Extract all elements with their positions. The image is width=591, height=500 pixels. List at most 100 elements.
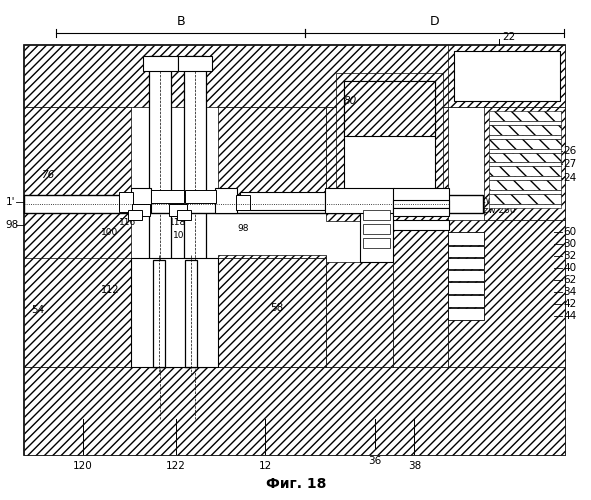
Bar bbox=[448, 220, 566, 368]
Text: 26: 26 bbox=[563, 146, 577, 156]
Bar bbox=[153, 260, 165, 368]
Bar bbox=[360, 206, 394, 262]
Bar bbox=[489, 190, 560, 194]
Text: Фиг. 18: Фиг. 18 bbox=[266, 476, 326, 490]
Text: 118: 118 bbox=[168, 218, 186, 226]
Bar bbox=[489, 176, 560, 180]
Text: 42: 42 bbox=[563, 298, 577, 308]
Bar bbox=[336, 73, 443, 206]
Bar bbox=[448, 258, 484, 269]
Text: 36: 36 bbox=[368, 456, 381, 466]
Text: 21' bzw 200': 21' bzw 200' bbox=[461, 206, 518, 214]
Bar bbox=[344, 81, 435, 136]
Bar bbox=[448, 232, 484, 245]
Text: 24: 24 bbox=[563, 174, 577, 184]
Bar bbox=[24, 368, 566, 455]
Bar bbox=[363, 238, 391, 248]
Bar bbox=[489, 124, 560, 134]
Bar bbox=[219, 258, 326, 368]
Bar bbox=[448, 294, 484, 306]
Text: 21 bzw 200: 21 bzw 200 bbox=[461, 196, 513, 205]
Text: 98: 98 bbox=[238, 224, 249, 232]
Text: 62: 62 bbox=[563, 275, 577, 285]
Bar bbox=[24, 107, 131, 368]
Bar bbox=[184, 190, 216, 203]
Bar bbox=[394, 107, 448, 368]
Bar bbox=[489, 134, 560, 138]
Bar bbox=[24, 258, 131, 368]
Bar bbox=[394, 188, 449, 213]
Text: 22: 22 bbox=[502, 32, 515, 42]
Bar bbox=[394, 208, 449, 216]
Text: 112: 112 bbox=[101, 285, 119, 295]
Bar bbox=[241, 192, 325, 210]
Text: 80: 80 bbox=[344, 96, 357, 106]
Bar bbox=[216, 188, 238, 213]
Bar bbox=[143, 56, 178, 71]
Bar bbox=[178, 56, 212, 71]
Bar bbox=[24, 45, 566, 455]
Text: 100: 100 bbox=[101, 228, 118, 236]
Text: 120: 120 bbox=[73, 461, 93, 471]
Bar bbox=[448, 45, 566, 107]
Bar bbox=[489, 120, 560, 124]
Text: 44: 44 bbox=[563, 310, 577, 320]
Bar bbox=[448, 282, 484, 294]
Bar bbox=[448, 270, 484, 281]
Bar bbox=[489, 152, 560, 162]
Bar bbox=[119, 192, 133, 212]
Text: 30: 30 bbox=[563, 239, 577, 249]
Text: 54: 54 bbox=[31, 304, 45, 314]
Bar bbox=[128, 210, 142, 220]
Bar bbox=[489, 148, 560, 152]
Text: 98: 98 bbox=[6, 220, 19, 230]
Text: 28: 28 bbox=[362, 243, 375, 253]
Text: 58: 58 bbox=[270, 302, 284, 312]
Bar bbox=[325, 188, 394, 213]
Bar bbox=[489, 204, 560, 208]
Bar bbox=[489, 138, 560, 148]
Bar bbox=[219, 258, 326, 368]
Text: D: D bbox=[430, 15, 439, 28]
Text: 76: 76 bbox=[41, 170, 55, 180]
Bar bbox=[489, 194, 560, 204]
Bar bbox=[219, 255, 326, 368]
Bar bbox=[219, 107, 326, 211]
Text: 40: 40 bbox=[563, 263, 577, 273]
Text: 27: 27 bbox=[563, 160, 577, 170]
Bar bbox=[448, 308, 484, 320]
Bar bbox=[489, 162, 560, 166]
Bar bbox=[131, 258, 219, 368]
Text: 114: 114 bbox=[200, 280, 219, 290]
Bar bbox=[489, 111, 560, 120]
Text: 38: 38 bbox=[408, 461, 421, 471]
Bar bbox=[326, 262, 394, 368]
Bar bbox=[344, 81, 435, 198]
Bar bbox=[24, 196, 483, 213]
Bar bbox=[132, 204, 150, 216]
Text: 84: 84 bbox=[153, 111, 165, 120]
Bar bbox=[454, 51, 560, 101]
Bar bbox=[489, 180, 560, 190]
Bar bbox=[24, 45, 566, 107]
Bar bbox=[326, 107, 394, 221]
Bar bbox=[184, 56, 206, 368]
Bar bbox=[149, 56, 171, 368]
Text: 102: 102 bbox=[173, 230, 190, 239]
Bar bbox=[184, 260, 197, 368]
Bar bbox=[236, 196, 250, 210]
Text: B: B bbox=[176, 15, 185, 28]
Bar bbox=[489, 166, 560, 176]
Text: 122: 122 bbox=[165, 461, 186, 471]
Bar bbox=[394, 220, 449, 230]
Text: 12: 12 bbox=[258, 461, 272, 471]
Bar bbox=[168, 204, 187, 216]
Bar bbox=[394, 200, 449, 208]
Text: 116: 116 bbox=[119, 218, 137, 226]
Bar bbox=[448, 246, 484, 257]
Text: 110: 110 bbox=[175, 302, 193, 312]
Bar bbox=[131, 188, 151, 213]
Text: 108: 108 bbox=[141, 302, 159, 312]
Bar bbox=[363, 210, 391, 220]
Text: 34: 34 bbox=[563, 287, 577, 297]
